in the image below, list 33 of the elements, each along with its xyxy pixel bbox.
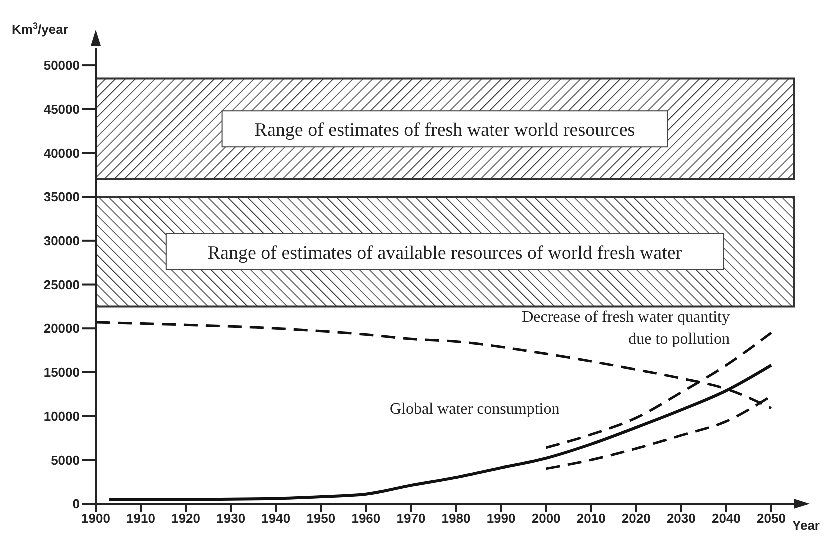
y-tick-label: 50000 xyxy=(44,58,80,74)
y-tick-label: 20000 xyxy=(44,321,80,336)
y-tick-label: 30000 xyxy=(44,234,80,249)
annotation: Decrease of fresh water quantity due to pollution xyxy=(522,309,730,348)
y-axis-title: Km$^{3}$/year xyxy=(12,21,68,37)
x-tick-label: 1920 xyxy=(172,511,201,526)
x-tick-label: 1990 xyxy=(486,511,516,526)
annotation: Global water consumption xyxy=(390,401,560,418)
band-label: Range of estimates of fresh water world resources xyxy=(254,120,636,142)
x-tick-label: 2010 xyxy=(576,511,606,526)
x-tick-label: 2030 xyxy=(666,511,696,526)
y-tick-label: 45000 xyxy=(44,102,80,117)
y-tick-label: 5000 xyxy=(51,452,80,468)
x-axis-title: Year xyxy=(792,518,820,533)
x-tick-label: 1980 xyxy=(442,511,471,526)
x-tick-label: 1910 xyxy=(126,511,156,526)
y-tick-label: 40000 xyxy=(44,146,80,161)
y-tick-label: 15000 xyxy=(44,365,80,380)
x-tick-label: 1940 xyxy=(262,511,291,526)
x-tick-label: 1970 xyxy=(396,511,426,526)
x-tick-label: 2020 xyxy=(622,511,651,526)
x-tick-label: 2040 xyxy=(712,511,741,526)
x-tick-label: 2050 xyxy=(757,511,786,526)
y-tick-label: 0 xyxy=(72,496,80,512)
y-tick-label: 10000 xyxy=(44,408,80,424)
x-tick-label: 1950 xyxy=(306,511,336,526)
x-tick-label: 1930 xyxy=(216,511,246,526)
x-tick-label: 1960 xyxy=(352,511,381,526)
band-label: Range of estimates of available resources of world fresh water xyxy=(208,242,683,264)
y-tick-label: 25000 xyxy=(44,277,80,292)
y-tick-label: 35000 xyxy=(44,190,80,205)
x-tick-label: 2000 xyxy=(532,511,561,526)
x-tick-label: 1900 xyxy=(82,511,110,526)
